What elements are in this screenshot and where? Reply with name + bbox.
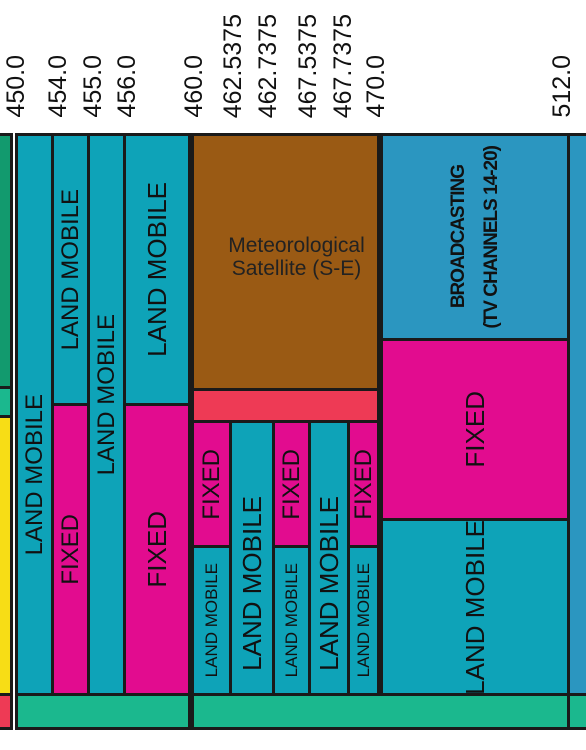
- left-edge-band-top: [0, 133, 13, 389]
- label-fixed: FIXED: [349, 448, 377, 520]
- freq-label: 450.0: [2, 55, 30, 118]
- block-land-mobile-455: LAND MOBILE: [87, 133, 126, 696]
- label-fixed: FIXED: [197, 448, 225, 520]
- bottom-band-450: [15, 693, 191, 730]
- label-land-mobile: LAND MOBILE: [20, 393, 48, 556]
- bottom-band-512: [567, 693, 586, 730]
- block-fixed-4677: FIXED: [347, 420, 380, 548]
- freq-label: 462.5375: [219, 13, 247, 118]
- block-fixed-456: FIXED: [123, 403, 191, 696]
- label-land-mobile: LAND MOBILE: [142, 182, 172, 357]
- block-land-mobile-456: LAND MOBILE: [123, 133, 191, 406]
- bottom-band-460: [191, 693, 570, 730]
- block-land-mobile-470: LAND MOBILE: [380, 518, 570, 696]
- label-fixed: FIXED: [460, 391, 490, 468]
- block-red-strip: [191, 388, 380, 423]
- label-land-mobile: LAND MOBILE: [460, 519, 490, 695]
- freq-label: 456.0: [113, 55, 141, 118]
- label-tv-channels: (TV CHANNELS 14-20): [481, 145, 502, 329]
- freq-label: 455.0: [79, 55, 107, 118]
- label-land-mobile: LAND MOBILE: [92, 313, 120, 476]
- label-broadcasting: BROADCASTING: [448, 165, 469, 309]
- label-fixed: FIXED: [277, 448, 305, 520]
- block-fixed-460: FIXED: [191, 420, 232, 548]
- freq-label: 467.5375: [294, 13, 322, 118]
- block-meteorological-satellite: Meteorological Satellite (S-E): [191, 133, 380, 391]
- freq-label: 462.7375: [254, 13, 282, 118]
- freq-label: 470.0: [362, 55, 390, 118]
- label-land-mobile: LAND MOBILE: [56, 188, 84, 351]
- freq-label: 512.0: [548, 55, 576, 118]
- label-fixed: FIXED: [56, 514, 84, 585]
- block-land-mobile-4677: LAND MOBILE: [347, 545, 380, 696]
- block-land-mobile-4627: LAND MOBILE: [272, 545, 311, 696]
- block-fixed-454: FIXED: [51, 403, 90, 696]
- label-fixed: FIXED: [142, 511, 172, 588]
- freq-label: 454.0: [44, 55, 72, 118]
- freq-label: 467.7375: [329, 13, 357, 118]
- block-fixed-470: FIXED: [380, 338, 570, 521]
- freq-label: 460.0: [180, 55, 208, 118]
- label-meteorological-satellite: Meteorological Satellite (S-E): [228, 234, 365, 280]
- label-satellite: Satellite (S-E): [231, 257, 362, 280]
- left-edge-band-yellow: [0, 415, 13, 696]
- block-broadcasting: BROADCASTING (TV CHANNELS 14-20): [380, 133, 570, 341]
- label-meteorological: Meteorological: [228, 233, 365, 257]
- label-land-mobile: LAND MOBILE: [282, 563, 301, 678]
- label-land-mobile: LAND MOBILE: [202, 563, 221, 678]
- left-edge-band-bottom: [0, 693, 13, 730]
- left-edge-band-mid: [0, 386, 13, 418]
- label-land-mobile: LAND MOBILE: [314, 495, 344, 671]
- block-land-mobile-454: LAND MOBILE: [51, 133, 90, 406]
- label-land-mobile: LAND MOBILE: [237, 495, 267, 671]
- block-land-mobile-450: LAND MOBILE: [15, 133, 54, 696]
- block-land-mobile-4675: LAND MOBILE: [308, 420, 350, 696]
- block-land-mobile-460: LAND MOBILE: [191, 545, 232, 696]
- label-land-mobile: LAND MOBILE: [354, 563, 373, 678]
- right-edge-band: [567, 133, 586, 696]
- block-land-mobile-4625: LAND MOBILE: [229, 420, 275, 696]
- block-fixed-4627: FIXED: [272, 420, 311, 548]
